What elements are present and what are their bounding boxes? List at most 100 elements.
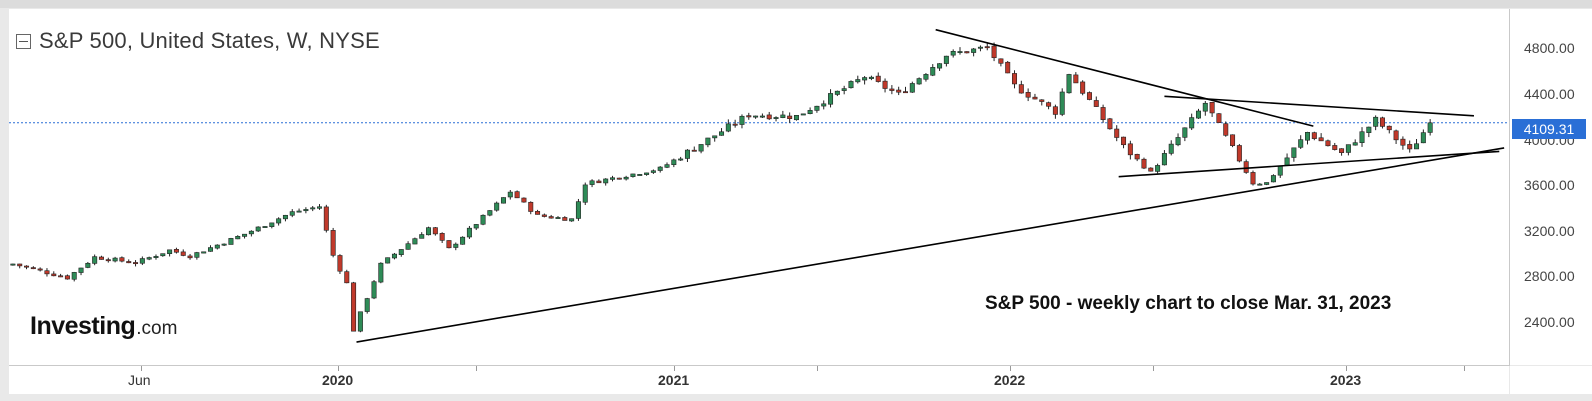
candle-body <box>1366 126 1372 133</box>
candle-body <box>698 144 704 152</box>
candle-body <box>1223 123 1229 136</box>
candle-body <box>1134 153 1140 160</box>
candle-body <box>575 201 581 219</box>
candle-body <box>1264 182 1270 185</box>
candle-body <box>494 202 500 211</box>
time-tick-label: 2023 <box>1330 372 1362 388</box>
candle-body <box>1345 144 1351 153</box>
candle-body <box>582 184 588 203</box>
candle-body <box>793 114 799 121</box>
candle-body <box>139 258 145 264</box>
chart-plot-area[interactable] <box>9 9 1510 366</box>
collapse-legend-icon[interactable] <box>16 33 31 49</box>
candle-body <box>119 257 125 262</box>
candle-body <box>412 238 418 245</box>
candle-body <box>787 115 793 119</box>
candle-body <box>541 214 547 217</box>
time-axis[interactable] <box>9 366 1509 394</box>
candle-body <box>1189 117 1195 129</box>
candle-body <box>616 177 622 180</box>
candle-body <box>269 222 275 227</box>
price-axis[interactable] <box>1510 9 1592 365</box>
candle-body <box>528 201 534 212</box>
candle-body <box>357 311 363 332</box>
candle-body <box>766 114 772 120</box>
candle-body <box>426 227 432 236</box>
candle-body <box>446 240 452 249</box>
candle-body <box>473 224 479 229</box>
trendline <box>1164 95 1475 117</box>
candle-body <box>732 123 738 126</box>
candle-body <box>603 178 609 184</box>
candle-body <box>1359 131 1365 143</box>
candle-body <box>828 93 834 105</box>
candle-body <box>991 45 997 59</box>
price-tick-label: 4800.00 <box>1524 40 1575 56</box>
candle-body <box>671 159 677 166</box>
candle-body <box>92 256 98 264</box>
candle-body <box>821 103 827 107</box>
price-tick-label: 4400.00 <box>1524 86 1575 102</box>
candle-body <box>1352 142 1358 146</box>
time-tick-label: 2021 <box>658 372 690 388</box>
candle-body <box>691 149 697 152</box>
candle-body <box>596 180 602 184</box>
candle-body <box>310 207 316 210</box>
candle-body <box>902 91 908 94</box>
candle-body <box>1332 145 1338 150</box>
candle-body <box>678 158 684 161</box>
candle-body <box>923 74 929 80</box>
candle-body <box>391 253 397 259</box>
candle-body <box>1386 125 1392 131</box>
candle-body <box>1155 165 1161 172</box>
candle-body <box>330 230 336 256</box>
candle-body <box>943 55 949 64</box>
candle-body <box>1127 143 1133 156</box>
candle-body <box>998 58 1004 64</box>
candle-body <box>637 174 643 176</box>
candle-body <box>460 236 466 245</box>
candle-body <box>535 211 541 215</box>
candle-body <box>242 233 248 237</box>
candle-body <box>548 216 554 219</box>
candle-body <box>623 176 629 180</box>
candle-body <box>1182 127 1188 138</box>
candle-body <box>868 76 874 79</box>
candle-body <box>1012 73 1018 85</box>
candle-body <box>684 149 690 159</box>
candle-body <box>725 123 731 132</box>
candle-body <box>167 249 173 255</box>
candle-body <box>562 217 568 221</box>
candle-body <box>317 206 323 209</box>
candle-body <box>1141 158 1147 169</box>
candle-body <box>289 211 295 216</box>
candle-body <box>712 135 718 139</box>
candle-body <box>385 257 391 264</box>
candle-body <box>364 298 370 312</box>
candle-body <box>753 115 759 118</box>
candle-body <box>17 263 23 267</box>
candle-body <box>64 275 70 280</box>
candle-body <box>466 227 472 238</box>
candle-body <box>1311 132 1317 139</box>
candle-body <box>1379 117 1385 127</box>
candle-body <box>146 257 152 260</box>
candle-body <box>1018 84 1024 94</box>
candle-body <box>1175 137 1181 146</box>
candle-body <box>882 80 888 89</box>
time-tick-label: 2020 <box>322 372 354 388</box>
candle-body <box>657 166 663 171</box>
candle-body <box>1216 113 1222 123</box>
candle-body <box>1257 183 1263 186</box>
candle-body <box>30 267 36 270</box>
candle-body <box>228 238 234 245</box>
trendline <box>935 28 1314 127</box>
candle-body <box>133 262 139 265</box>
candle-body <box>207 247 213 252</box>
candle-body <box>569 218 575 222</box>
candle-body <box>187 255 193 259</box>
candle-body <box>1080 81 1086 94</box>
candle-body <box>194 252 200 258</box>
candle-body <box>957 51 963 53</box>
candle-body <box>930 67 936 76</box>
